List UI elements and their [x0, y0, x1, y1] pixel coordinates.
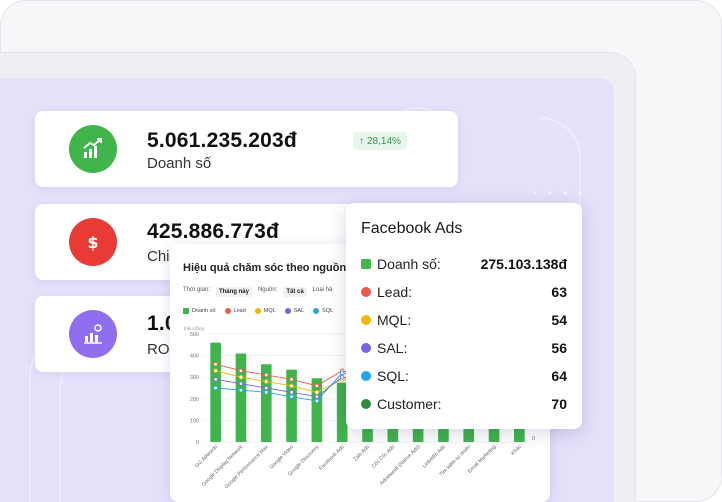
series-point [238, 387, 244, 393]
revenue-swatch [361, 259, 371, 269]
series-point [264, 385, 269, 391]
y-tick-label: 200 [190, 397, 199, 403]
source-filter-label: Nguồn: [257, 287, 278, 293]
series-point [289, 377, 294, 382]
bar [210, 342, 221, 442]
mql-swatch [361, 315, 371, 325]
series-point [264, 379, 269, 384]
series-point [238, 374, 244, 380]
sal-swatch [361, 343, 371, 353]
chart-filters: Thời gian: Tháng này Nguồn: Tất cả Loại … [183, 287, 332, 297]
x-tick-label: Google Performance Max [224, 444, 270, 490]
revenue-stat-card[interactable]: 5.061.235.203đ Doanh số ↑ 28,14% [35, 111, 458, 187]
x-tick-label: Google Video [269, 444, 295, 470]
series-point [264, 372, 269, 378]
arrow-up-icon: ↑ [359, 135, 364, 147]
customer-swatch [361, 399, 371, 409]
roi-chart-icon [69, 310, 117, 358]
series-point [213, 377, 218, 382]
series-point [213, 368, 218, 373]
bar [336, 382, 348, 442]
right-tick-label: 0 [532, 436, 535, 442]
x-tick-label: GG Adwords [194, 444, 219, 469]
roi-value: 1.0 [147, 312, 177, 335]
source-filter-select[interactable]: Tất cả [283, 287, 307, 297]
time-filter-label: Thời gian: [183, 287, 210, 293]
legend-item-lead[interactable]: Lead [224, 308, 246, 314]
expense-value: 425.886.773đ [147, 220, 280, 243]
y-tick-label: 100 [190, 418, 199, 424]
legend-item-sal[interactable]: SAL [284, 308, 304, 314]
tooltip-title: Facebook Ads [361, 220, 463, 237]
tooltip-row-mql: MQL: 54 [361, 310, 567, 330]
growth-chart-icon [69, 125, 117, 173]
series-point [339, 374, 345, 380]
bar [235, 353, 247, 442]
chart-legend: Doanh số Lead MQL SAL SQL [183, 308, 333, 314]
series-point [339, 370, 345, 376]
y-tick-label: 300 [190, 375, 199, 381]
y-tick-label: 400 [190, 354, 199, 360]
legend-item-sql[interactable]: SQL [313, 308, 333, 314]
series-point [314, 394, 320, 399]
tooltip-row-lead: Lead: 63 [361, 282, 567, 302]
x-tick-label: Facebook Ads [318, 444, 346, 472]
tooltip-row-customer: Customer: 70 [361, 394, 567, 414]
tooltip-row-revenue: Doanh số: 275.103.138đ [361, 254, 567, 274]
time-filter-select[interactable]: Tháng này [215, 287, 252, 297]
series-point [238, 368, 244, 373]
series-point [289, 390, 294, 395]
trend-value: 28,14% [367, 135, 401, 147]
legend-item-revenue[interactable]: Doanh số [183, 308, 216, 314]
series-point [289, 383, 294, 389]
chart-title: Hiệu quả chăm sóc theo nguồn [183, 262, 347, 274]
series-point [289, 394, 294, 399]
chart-tooltip: Facebook Ads Doanh số: 275.103.138đ Lead… [346, 203, 582, 429]
y-tick-label: 0 [196, 440, 199, 446]
bar [286, 369, 297, 442]
svg-text:$: $ [87, 233, 98, 252]
series-point [213, 385, 218, 391]
expense-label: Chi [147, 248, 170, 265]
x-tick-label: LinkedIn Ads [422, 444, 448, 470]
roi-label: ROI [147, 341, 174, 358]
tooltip-row-sql: SQL: 64 [361, 366, 567, 386]
y-tick-label: 500 [190, 332, 199, 338]
bar [260, 364, 272, 442]
x-tick-label: Cốc Cốc Ads [371, 444, 397, 470]
sql-swatch [361, 371, 371, 381]
series-point [238, 381, 244, 386]
y-axis-caption: triệu đồng [184, 326, 205, 331]
series-point [264, 390, 269, 395]
type-filter-label: Loại hà [312, 287, 333, 293]
x-tick-label: Khác [510, 444, 523, 457]
series-point [314, 390, 320, 395]
series-point [213, 362, 218, 367]
series-point [314, 398, 320, 404]
x-tick-label: Zalo Ads [352, 444, 371, 463]
lead-swatch [361, 287, 371, 297]
legend-item-mql[interactable]: MQL [254, 308, 276, 314]
revenue-label: Doanh số [147, 155, 212, 172]
revenue-value: 5.061.235.203đ [147, 129, 297, 152]
tooltip-row-sal: SAL: 56 [361, 338, 567, 358]
dollar-icon: $ [69, 218, 117, 266]
trend-badge: ↑ 28,14% [353, 132, 407, 150]
series-point [314, 383, 320, 389]
